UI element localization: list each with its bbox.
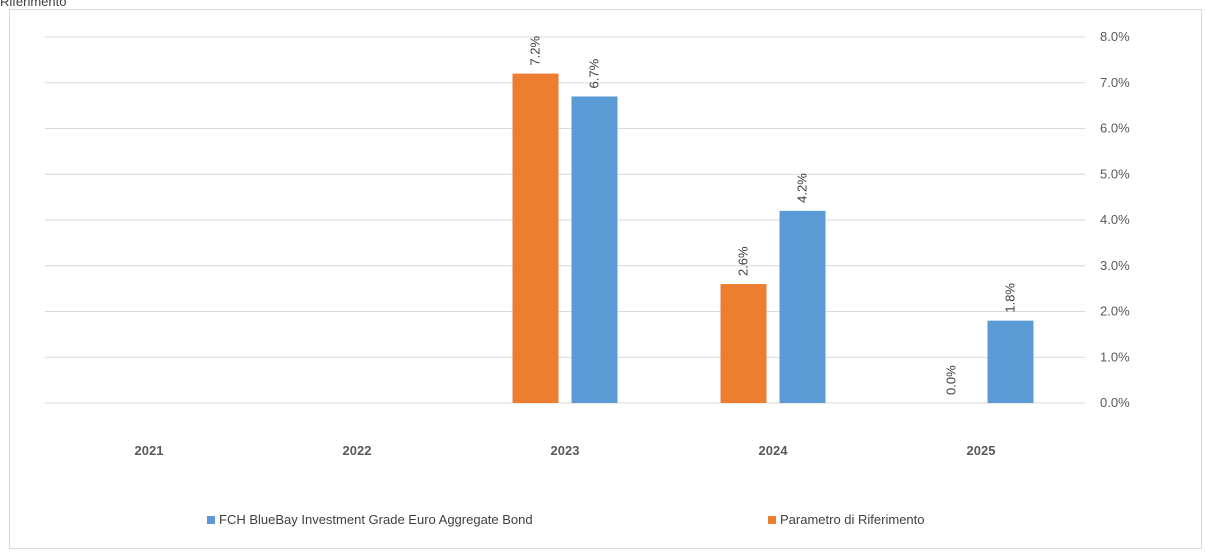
x-tick-label: 2023 bbox=[551, 443, 580, 458]
y-tick-label: 7.0% bbox=[1100, 75, 1130, 90]
bar bbox=[779, 210, 826, 403]
legend-swatch-fund bbox=[207, 515, 215, 524]
x-tick-label: 2025 bbox=[967, 443, 996, 458]
bar bbox=[720, 284, 767, 403]
y-tick-label: 4.0% bbox=[1100, 212, 1130, 227]
data-label: 1.8% bbox=[1003, 283, 1018, 313]
y-tick-label: 8.0% bbox=[1100, 29, 1130, 44]
legend-label-fund: FCH BlueBay Investment Grade Euro Aggreg… bbox=[219, 512, 533, 527]
legend-label-benchmark: Parametro di Riferimento bbox=[780, 512, 925, 527]
bar bbox=[571, 96, 618, 403]
bar bbox=[987, 320, 1034, 403]
y-tick-label: 2.0% bbox=[1100, 304, 1130, 319]
partial-chart-title: Riferimento bbox=[0, 0, 67, 9]
chart-frame bbox=[9, 9, 1202, 549]
y-tick-label: 1.0% bbox=[1100, 349, 1130, 364]
y-tick-label: 3.0% bbox=[1100, 258, 1130, 273]
gridlines bbox=[45, 36, 1085, 404]
data-label: 6.7% bbox=[587, 58, 602, 88]
legend-item-fund: FCH BlueBay Investment Grade Euro Aggreg… bbox=[207, 512, 533, 527]
y-tick-label: 0.0% bbox=[1100, 395, 1130, 410]
y-tick-label: 5.0% bbox=[1100, 166, 1130, 181]
bar-series: 7.2% 6.7% 2.6% 4.2% 0.0% 1.8% bbox=[512, 36, 1034, 403]
x-tick-label: 2024 bbox=[759, 443, 789, 458]
data-label: 7.2% bbox=[528, 36, 543, 66]
x-tick-label: 2021 bbox=[135, 443, 164, 458]
data-label: 2.6% bbox=[736, 246, 751, 276]
x-axis-labels: 2021 2022 2023 2024 2025 bbox=[135, 443, 996, 458]
bar bbox=[512, 73, 559, 403]
data-label: 0.0% bbox=[944, 365, 959, 395]
x-tick-label: 2022 bbox=[343, 443, 372, 458]
y-tick-label: 6.0% bbox=[1100, 121, 1130, 136]
y-axis-ticks: 0.0% 1.0% 2.0% 3.0% 4.0% 5.0% 6.0% 7.0% 8.0% bbox=[1100, 29, 1130, 410]
legend-item-benchmark: Parametro di Riferimento bbox=[768, 512, 925, 527]
data-label: 4.2% bbox=[795, 173, 810, 203]
legend-swatch-benchmark bbox=[768, 515, 776, 524]
